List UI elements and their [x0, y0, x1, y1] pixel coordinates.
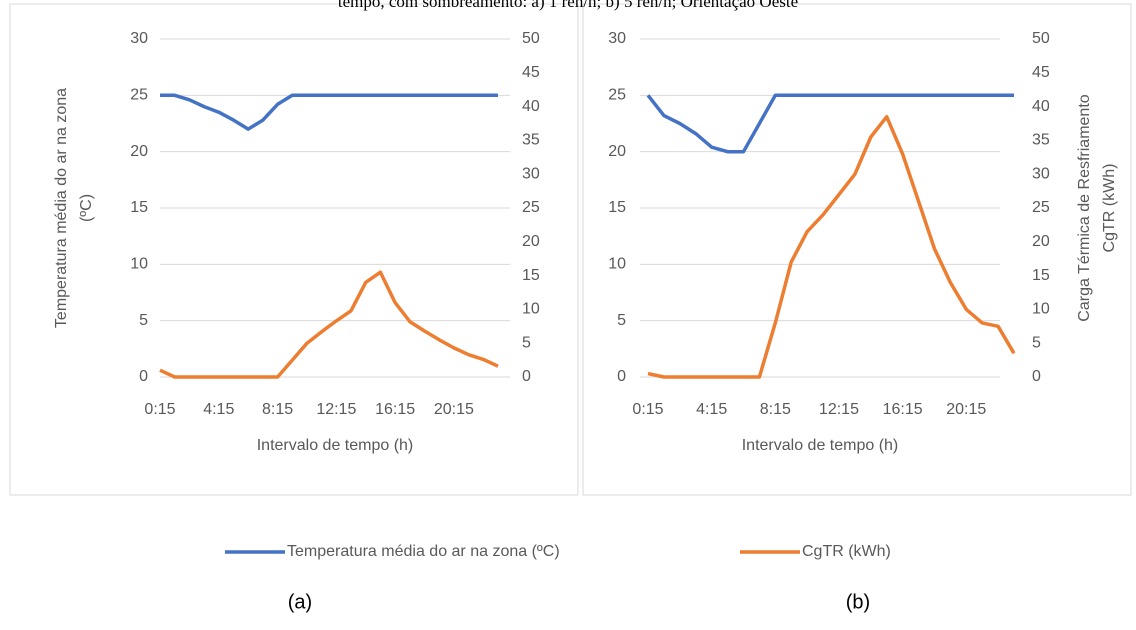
y2-tick-label: 5	[1032, 334, 1041, 351]
series-line	[646, 93, 1014, 154]
panel-frame	[9, 3, 579, 496]
x-tick-label: 20:15	[434, 401, 474, 418]
y2-tick-label: 25	[1032, 199, 1050, 216]
series-line	[159, 270, 499, 379]
y-tick-label: 20	[608, 143, 626, 160]
x-tick-label: 16:15	[375, 401, 415, 418]
y-tick-label: 10	[608, 256, 626, 273]
legend-label: Temperatura média do ar na zona (ºC)	[287, 543, 560, 560]
y2-tick-label: 45	[1032, 64, 1050, 81]
y2-tick-label: 35	[1032, 132, 1050, 149]
y-tick-label: 25	[608, 87, 626, 104]
y2-tick-label: 50	[522, 30, 540, 47]
y-axis-title: Carga Térmica de Resfriamento	[1076, 94, 1093, 321]
y-tick-label: 15	[608, 199, 626, 216]
x-axis-title: Intervalo de tempo (h)	[742, 437, 899, 454]
y2-tick-label: 5	[522, 334, 531, 351]
y2-tick-label: 50	[1032, 30, 1050, 47]
y2-tick-label: 45	[522, 64, 540, 81]
caption: tempo, com sombreamento: a) 1 ren/h; b) …	[338, 0, 798, 11]
y-tick-label: 20	[130, 143, 148, 160]
x-tick-label: 0:15	[144, 401, 175, 418]
series-line	[160, 93, 498, 131]
y-axis-title: Temperatura média do ar na zona	[53, 88, 70, 328]
x-tick-label: 12:15	[819, 401, 859, 418]
y2-tick-label: 35	[522, 132, 540, 149]
panel-frame	[582, 3, 1132, 496]
y-tick-label: 25	[130, 87, 148, 104]
y2-tick-label: 20	[1032, 233, 1050, 250]
x-tick-label: 20:15	[946, 401, 986, 418]
y-axis-title: (ºC)	[78, 194, 95, 222]
panel-label: (a)	[288, 591, 312, 613]
y2-tick-label: 30	[1032, 165, 1050, 182]
y-tick-label: 15	[130, 199, 148, 216]
y2-tick-label: 10	[1032, 301, 1050, 318]
y-tick-label: 10	[130, 256, 148, 273]
y2-tick-label: 40	[522, 98, 540, 115]
y2-tick-label: 25	[522, 199, 540, 216]
x-tick-label: 8:15	[760, 401, 791, 418]
x-tick-label: 8:15	[262, 401, 293, 418]
panel-label: (b)	[846, 591, 870, 613]
y2-tick-label: 0	[522, 368, 531, 385]
x-tick-label: 16:15	[883, 401, 923, 418]
y-tick-label: 30	[130, 30, 148, 47]
y-tick-label: 0	[139, 368, 148, 385]
x-tick-label: 4:15	[696, 401, 727, 418]
x-axis-title: Intervalo de tempo (h)	[257, 437, 414, 454]
x-tick-label: 0:15	[632, 401, 663, 418]
x-tick-label: 12:15	[316, 401, 356, 418]
y-tick-label: 30	[608, 30, 626, 47]
y-tick-label: 0	[617, 368, 626, 385]
y-tick-label: 5	[139, 312, 148, 329]
y2-tick-label: 0	[1032, 368, 1041, 385]
y-tick-label: 5	[617, 312, 626, 329]
y2-tick-label: 20	[522, 233, 540, 250]
y2-tick-label: 10	[522, 301, 540, 318]
y-axis-title: CgTR (kWh)	[1101, 164, 1118, 253]
y2-tick-label: 40	[1032, 98, 1050, 115]
y2-tick-label: 15	[522, 267, 540, 284]
series-line	[647, 114, 1016, 379]
y2-tick-label: 30	[522, 165, 540, 182]
y2-tick-label: 15	[1032, 267, 1050, 284]
x-tick-label: 4:15	[203, 401, 234, 418]
legend-label: CgTR (kWh)	[802, 543, 891, 560]
